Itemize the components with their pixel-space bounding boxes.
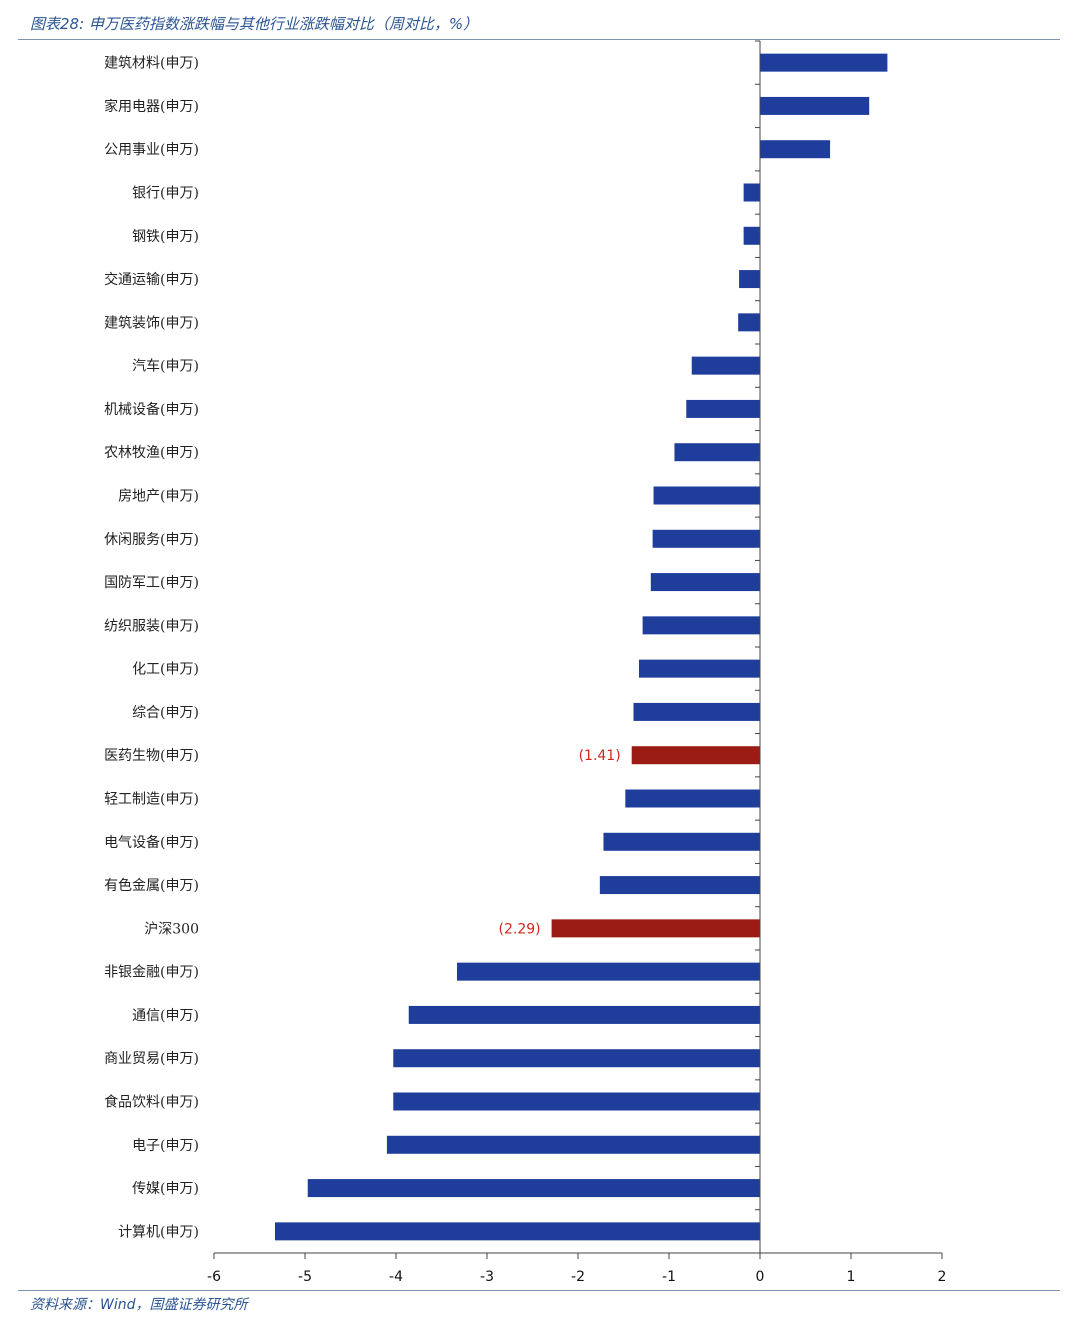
bar-17 xyxy=(625,789,760,808)
x-tick-label-2: -4 xyxy=(389,1269,403,1285)
category-label-10: 房地产(申万) xyxy=(118,489,199,505)
x-tick-label-6: 0 xyxy=(756,1269,765,1285)
x-tick-label-7: 1 xyxy=(847,1269,856,1285)
category-label-26: 传媒(申万) xyxy=(132,1181,199,1197)
bar-15 xyxy=(633,702,760,721)
bar-25 xyxy=(386,1135,760,1154)
category-label-5: 交通运输(申万) xyxy=(104,271,199,288)
category-label-2: 公用事业(申万) xyxy=(104,142,199,158)
figure-source: 资料来源：Wind，国盛证券研究所 xyxy=(30,1297,248,1313)
bar-16 xyxy=(631,746,760,765)
category-label-15: 综合(申万) xyxy=(132,705,199,721)
category-label-19: 有色金属(申万) xyxy=(104,877,199,894)
category-label-20: 沪深300 xyxy=(144,921,199,937)
bar-10 xyxy=(653,486,760,505)
x-tick-label-1: -5 xyxy=(298,1269,312,1285)
category-labels: 建筑材料(申万) 家用电器(申万) 公用事业(申万) 银行(申万) 钢铁(申万) 交通运输… xyxy=(104,56,199,1241)
bar-6 xyxy=(738,313,760,332)
x-tick-label-4: -2 xyxy=(571,1269,585,1285)
bar-2 xyxy=(760,140,831,159)
bar-27 xyxy=(274,1222,760,1241)
bar-20 xyxy=(551,919,760,938)
category-label-17: 轻工制造(申万) xyxy=(104,792,199,808)
axis-group xyxy=(213,40,943,1259)
bar-8 xyxy=(686,399,760,418)
category-label-27: 计算机(申万) xyxy=(118,1224,199,1240)
bars-group xyxy=(274,53,888,1241)
bar-26 xyxy=(307,1179,760,1198)
category-label-12: 国防军工(申万) xyxy=(104,575,199,591)
category-label-8: 机械设备(申万) xyxy=(104,401,199,418)
tick-labels: -6 -5 -4 -3 -2 -1 0 1 2 xyxy=(207,1269,946,1285)
bar-7 xyxy=(691,356,760,375)
bar-5 xyxy=(739,270,760,289)
x-tick-label-5: -1 xyxy=(662,1269,676,1285)
category-label-11: 休闲服务(申万) xyxy=(104,532,199,548)
category-label-23: 商业贸易(申万) xyxy=(104,1051,199,1067)
category-label-6: 建筑装饰(申万) xyxy=(104,315,199,331)
figure-title: 图表28: 申万医药指数涨跌幅与其他行业涨跌幅对比（周对比，%） xyxy=(30,15,479,33)
bar-0 xyxy=(760,53,888,72)
bar-21 xyxy=(456,962,760,981)
bar-19 xyxy=(599,876,760,895)
category-label-0: 建筑材料(申万) xyxy=(104,56,199,72)
bar-3 xyxy=(743,183,760,202)
category-label-16: 医药生物(申万) xyxy=(104,748,199,764)
category-label-9: 农林牧渔(申万) xyxy=(104,445,199,461)
bar-1 xyxy=(760,96,870,115)
bar-4 xyxy=(743,226,760,245)
bar-23 xyxy=(393,1049,760,1068)
bottom-rule xyxy=(18,1290,1060,1291)
x-tick-label-3: -3 xyxy=(480,1269,494,1285)
category-label-24: 食品饮料(申万) xyxy=(104,1094,199,1111)
bar-9 xyxy=(674,443,760,462)
category-label-3: 银行(申万) xyxy=(132,186,199,202)
category-label-21: 非银金融(申万) xyxy=(104,965,199,981)
data-label-1: (2.29) xyxy=(499,921,541,937)
x-tick-label-0: -6 xyxy=(207,1269,221,1285)
category-label-7: 汽车(申万) xyxy=(132,358,199,375)
top-rule xyxy=(18,39,1060,40)
bar-22 xyxy=(408,1005,760,1024)
x-tick-label-8: 2 xyxy=(938,1269,947,1285)
category-label-18: 电气设备(申万) xyxy=(104,834,199,851)
bar-13 xyxy=(642,616,760,635)
data-labels: (1.41) (2.29) xyxy=(499,748,621,937)
category-label-25: 电子(申万) xyxy=(132,1138,199,1154)
category-label-13: 纺织服装(申万) xyxy=(104,618,199,634)
bar-12 xyxy=(650,573,760,592)
category-label-4: 钢铁(申万) xyxy=(132,229,199,245)
category-label-1: 家用电器(申万) xyxy=(104,98,199,115)
category-label-14: 化工(申万) xyxy=(132,662,199,678)
bar-14 xyxy=(638,659,760,678)
bar-11 xyxy=(652,529,760,548)
bar-24 xyxy=(393,1092,760,1111)
bar-18 xyxy=(603,832,760,851)
category-label-22: 通信(申万) xyxy=(132,1008,199,1024)
data-label-0: (1.41) xyxy=(579,748,621,764)
